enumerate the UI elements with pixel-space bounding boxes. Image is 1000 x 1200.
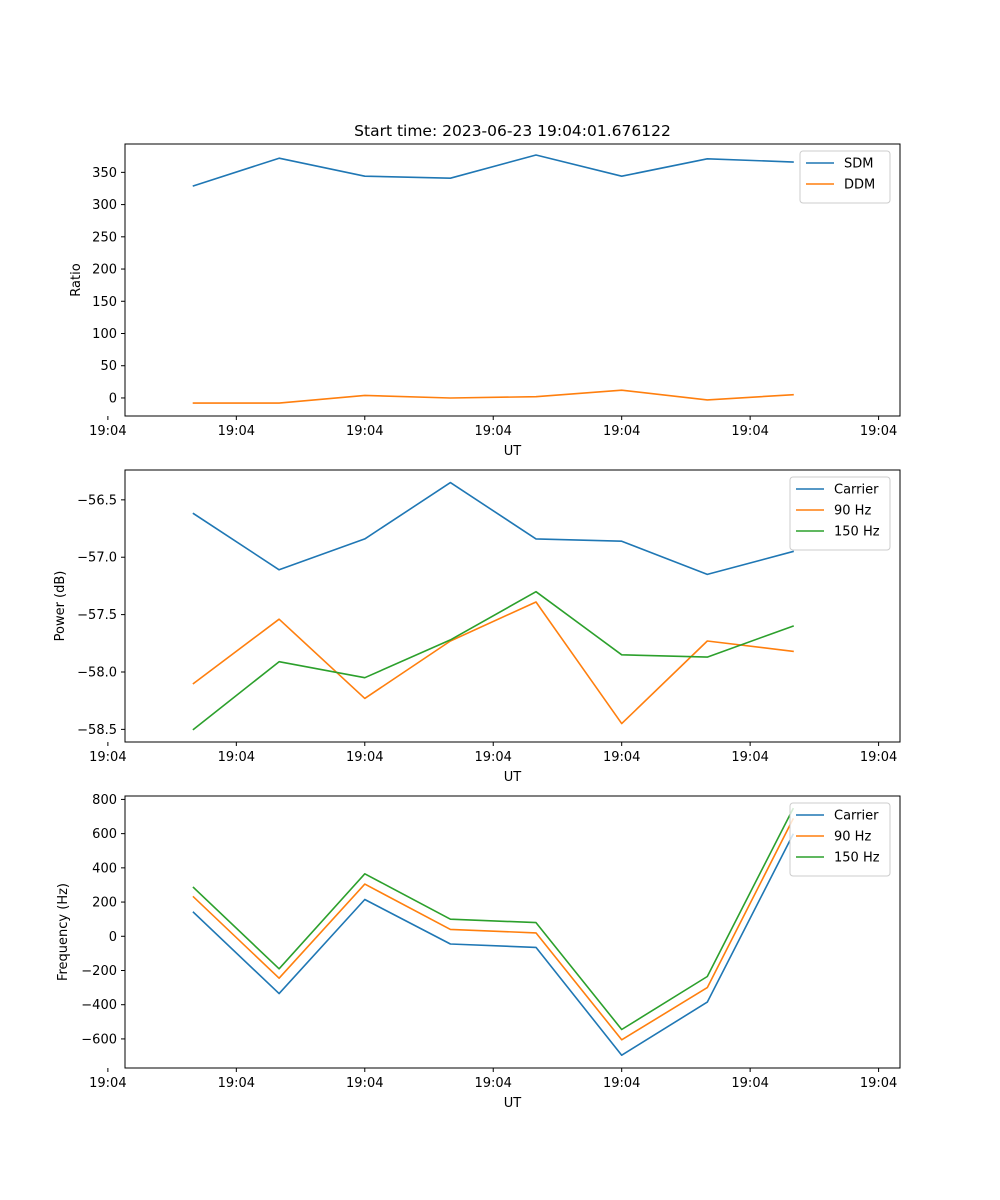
x-tick-label: 19:04: [346, 424, 383, 439]
x-tick-label: 19:04: [89, 424, 126, 439]
y-axis-label: Power (dB): [53, 571, 68, 642]
series-line-150-hz: [192, 807, 795, 1031]
x-tick-label: 19:04: [731, 1076, 768, 1091]
y-tick-label: 350: [92, 166, 117, 181]
plot-frame: [124, 795, 901, 1069]
legend-label: 90 Hz: [834, 504, 871, 519]
y-tick-label: 400: [92, 861, 117, 876]
series-line-carrier: [192, 833, 795, 1056]
y-tick-label: −57.0: [77, 551, 117, 566]
y-tick-label: 800: [92, 793, 117, 808]
x-tick-label: 19:04: [218, 1076, 255, 1091]
y-axis-label: Ratio: [69, 263, 84, 296]
y-tick-label: 600: [92, 827, 117, 842]
y-tick-label: −57.5: [77, 608, 117, 623]
x-tick-label: 19:04: [860, 1076, 897, 1091]
x-tick-label: 19:04: [218, 424, 255, 439]
x-tick-label: 19:04: [860, 424, 897, 439]
legend-label: SDM: [844, 157, 873, 172]
legend-label: DDM: [844, 178, 875, 193]
legend: Carrier 90 Hz 150 Hz: [789, 802, 891, 877]
plot-frame: [124, 469, 901, 743]
x-tick-label: 19:04: [603, 750, 640, 765]
y-tick-label: 300: [92, 198, 117, 213]
chart-title: Start time: 2023-06-23 19:04:01.676122: [354, 122, 671, 140]
x-tick-label: 19:04: [474, 424, 511, 439]
x-tick-label: 19:04: [218, 750, 255, 765]
chart-panel-2: 19:04 19:04 19:04 19:04 19:04 19:04 19:04 −58.5…: [53, 469, 901, 785]
y-tick-label: 200: [92, 263, 117, 278]
series-line-ddm: [192, 389, 794, 404]
series-line-carrier: [192, 481, 794, 576]
plot-frame: [124, 143, 901, 417]
y-tick-label: −56.5: [77, 493, 117, 508]
y-tick-label: −58.5: [77, 723, 117, 738]
y-tick-label: −200: [81, 964, 117, 979]
series-line-sdm: [192, 154, 794, 187]
legend-box: [799, 150, 891, 204]
y-tick-label: −58.0: [77, 665, 117, 680]
y-tick-label: 150: [92, 295, 117, 310]
x-axis-label: UT: [504, 1096, 522, 1111]
x-axis-label: UT: [504, 444, 522, 459]
x-tick-label: 19:04: [346, 750, 383, 765]
x-tick-label: 19:04: [603, 424, 640, 439]
y-tick-label: 200: [92, 896, 117, 911]
legend-label: 150 Hz: [834, 851, 880, 866]
y-tick-label: 250: [92, 230, 117, 245]
legend: SDM DDM: [799, 150, 891, 204]
series-line-90-hz: [192, 818, 795, 1041]
legend-label: Carrier: [834, 809, 879, 824]
chart-panel-1: Start time: 2023-06-23 19:04:01.676122 19…: [69, 122, 901, 459]
x-tick-label: 19:04: [89, 1076, 126, 1091]
series-line-90-hz: [192, 601, 794, 725]
y-tick-label: 0: [109, 930, 117, 945]
legend: Carrier 90 Hz 150 Hz: [789, 476, 891, 551]
x-tick-label: 19:04: [474, 1076, 511, 1091]
y-tick-label: −400: [81, 998, 117, 1013]
y-tick-label: −600: [81, 1032, 117, 1047]
x-tick-label: 19:04: [474, 750, 511, 765]
chart-panel-3: 19:04 19:04 19:04 19:04 19:04 19:04 19:04 −600 −…: [56, 793, 901, 1111]
x-tick-label: 19:04: [860, 750, 897, 765]
x-tick-label: 19:04: [731, 424, 768, 439]
legend-label: 90 Hz: [834, 830, 871, 845]
y-tick-label: 50: [100, 359, 117, 374]
y-tick-label: 0: [109, 391, 117, 406]
x-axis-label: UT: [504, 770, 522, 785]
series-line-150-hz: [192, 590, 795, 731]
x-tick-label: 19:04: [346, 1076, 383, 1091]
y-axis-label: Frequency (Hz): [56, 883, 71, 981]
legend-label: 150 Hz: [834, 525, 880, 540]
x-tick-label: 19:04: [89, 750, 126, 765]
x-tick-label: 19:04: [603, 1076, 640, 1091]
x-tick-label: 19:04: [731, 750, 768, 765]
legend-label: Carrier: [834, 483, 879, 498]
y-tick-label: 100: [92, 327, 117, 342]
